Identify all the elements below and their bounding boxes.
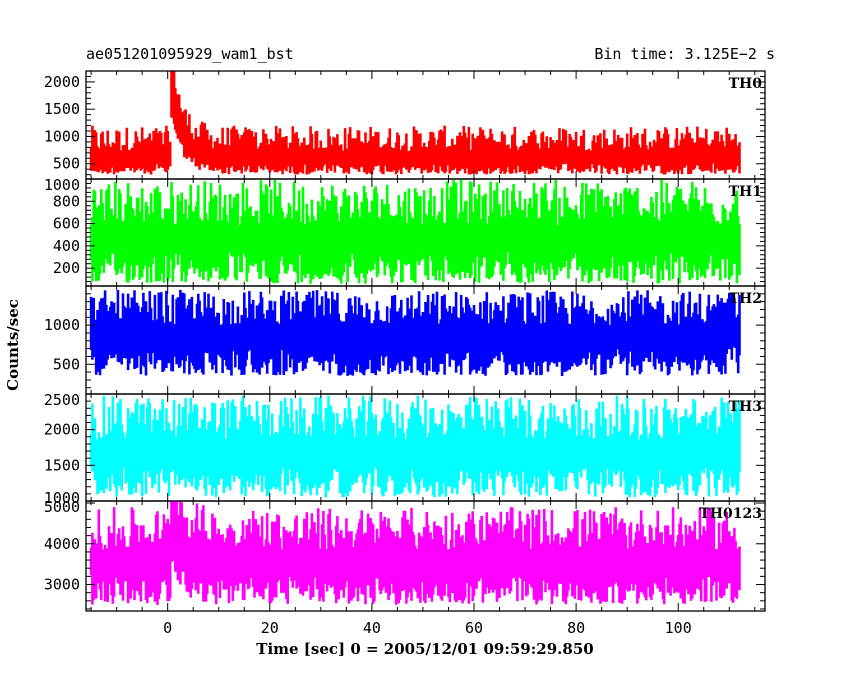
y-tick-label: 4000 [44,535,80,553]
panel-label-th2: TH2 [729,291,762,307]
x-tick-label: 20 [261,619,279,637]
panel-th0123 [89,501,741,605]
x-axis-label: Time [sec] 0 = 2005/12/01 09:59:29.850 [256,640,593,658]
y-tick-label: 3000 [44,576,80,594]
panel-label-th3: TH3 [729,399,762,415]
panel-label-th0: TH0 [729,76,763,92]
panel-th1 [89,179,741,284]
chart-title: ae051201095929_wam1_bst [86,45,294,63]
y-tick-label: 1000 [44,176,80,194]
y-tick-label: 500 [53,155,80,173]
series-th2 [89,289,741,376]
y-tick-label: 2000 [44,73,80,91]
panel-th3 [89,395,741,498]
y-tick-label: 500 [53,355,80,373]
y-tick-label: 800 [53,192,80,210]
x-tick-label: 40 [363,619,381,637]
x-axis: 0 20 40 60 80 100 [163,619,692,637]
y-tick-label: 200 [53,259,80,277]
x-tick-label: 80 [567,619,585,637]
x-tick-label: 0 [163,619,172,637]
panels: TH0500100015002000TH12004006008001000TH2… [44,70,766,612]
panel-label-th1: TH1 [729,184,762,200]
series-th1 [89,179,741,284]
y-tick-label: 2000 [44,421,80,439]
y-axis-label: Counts/sec [4,299,22,391]
panel-frame-th0123 [85,500,766,612]
series-th0123 [89,501,741,605]
bin-time-label: Bin time: 3.125E−2 s [594,45,775,63]
y-tick-label: 600 [53,215,80,233]
x-tick-label: 60 [465,619,483,637]
panel-th0 [89,71,741,175]
panel-label-th0123: TH0123 [699,506,762,522]
x-tick-label: 100 [665,619,692,637]
series-th3 [89,395,741,498]
y-tick-label: 2500 [44,391,80,409]
y-tick-label: 1500 [44,100,80,118]
y-tick-label: 400 [53,237,80,255]
series-th0 [89,71,741,175]
y-tick-label: 1000 [44,489,80,507]
panel-th2 [89,289,741,376]
y-tick-label: 1000 [44,316,80,334]
y-tick-label: 1500 [44,456,80,474]
y-tick-label: 1000 [44,127,80,145]
y-tick-label: 5000 [44,498,80,516]
